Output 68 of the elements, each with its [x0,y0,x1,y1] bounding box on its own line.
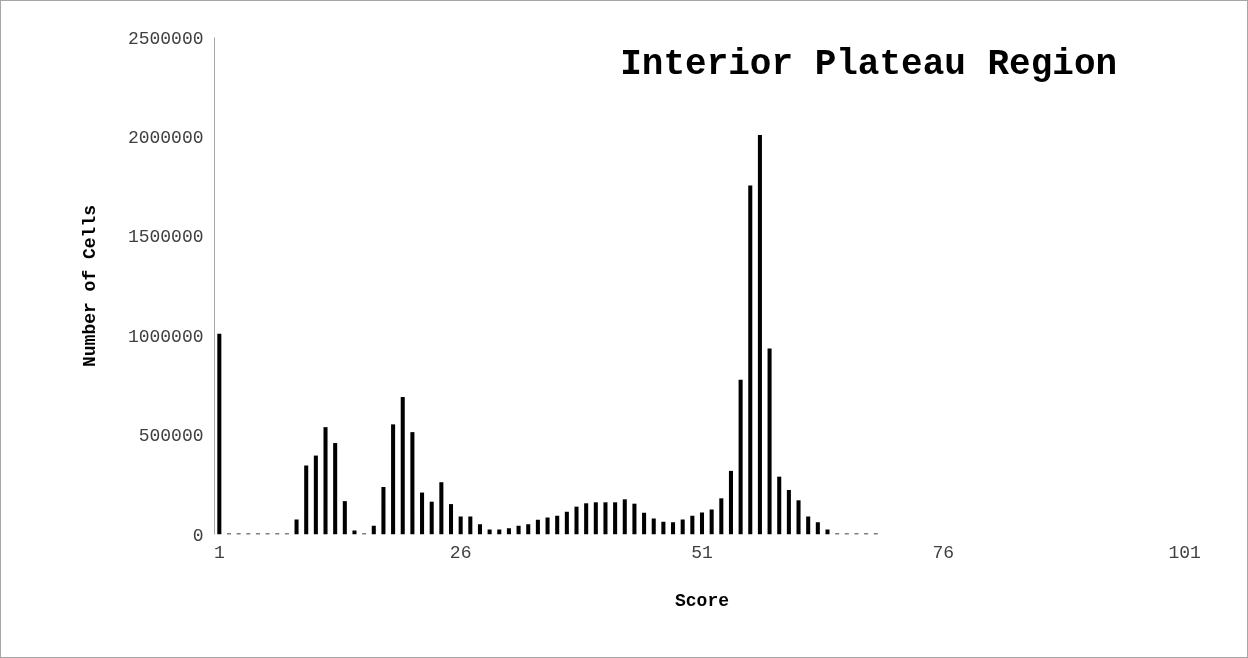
bar [564,511,569,535]
bar [420,492,425,535]
bar [371,525,376,535]
bar [661,521,666,535]
bar [593,502,598,535]
x-tick-label: 26 [449,542,472,563]
bar [342,501,347,535]
bar [526,524,531,535]
bar [400,396,405,535]
bar [381,486,386,535]
bar [806,516,811,535]
bar [719,498,724,535]
bar [304,465,309,535]
y-tick-label: 1500000 [127,227,204,248]
bar [448,504,454,535]
bar [458,516,463,535]
bar [545,517,550,535]
bar [313,455,318,535]
y-axis-title: Number of Cells [79,204,100,368]
bar [555,515,560,535]
x-tick-label: 1 [213,542,225,563]
bar [294,519,299,535]
bar [796,500,801,535]
bar [709,509,714,535]
x-tick-label: 51 [691,542,713,563]
bar [516,525,521,535]
bar [690,515,695,535]
bar [535,519,540,535]
y-tick-label: 500000 [138,426,204,447]
y-tick-label: 2000000 [127,127,204,148]
bar [217,333,222,535]
bar [651,518,656,535]
bar [632,503,637,535]
bar [622,499,627,535]
bar [671,522,676,535]
bar [574,506,579,535]
bar [815,522,820,535]
y-tick-label: 2500000 [127,28,204,49]
y-tick-label: 1000000 [127,326,204,347]
bar [767,348,772,535]
bar [333,443,338,535]
bar [477,524,482,535]
bar [468,516,473,535]
bar [439,482,444,535]
x-tick-label: 101 [1168,542,1201,563]
bar [748,185,753,535]
x-axis-title: Score [675,590,730,611]
bar [613,502,618,535]
bar [323,427,328,535]
bar [680,519,685,535]
bar [786,489,791,535]
bar [825,529,830,535]
bar [352,530,357,535]
bar [777,476,782,535]
bar [506,528,511,535]
bar [642,512,647,535]
bar [757,134,762,535]
x-tick-label: 76 [932,542,955,563]
bar [584,503,589,535]
bar [410,432,415,535]
chart-title: Interior Plateau Region [620,44,1118,86]
bar [699,512,705,535]
bar [429,501,434,535]
bar [391,424,396,535]
y-tick-label: 0 [192,525,204,546]
bar [738,379,743,535]
bar [728,470,733,535]
bar [603,502,608,535]
